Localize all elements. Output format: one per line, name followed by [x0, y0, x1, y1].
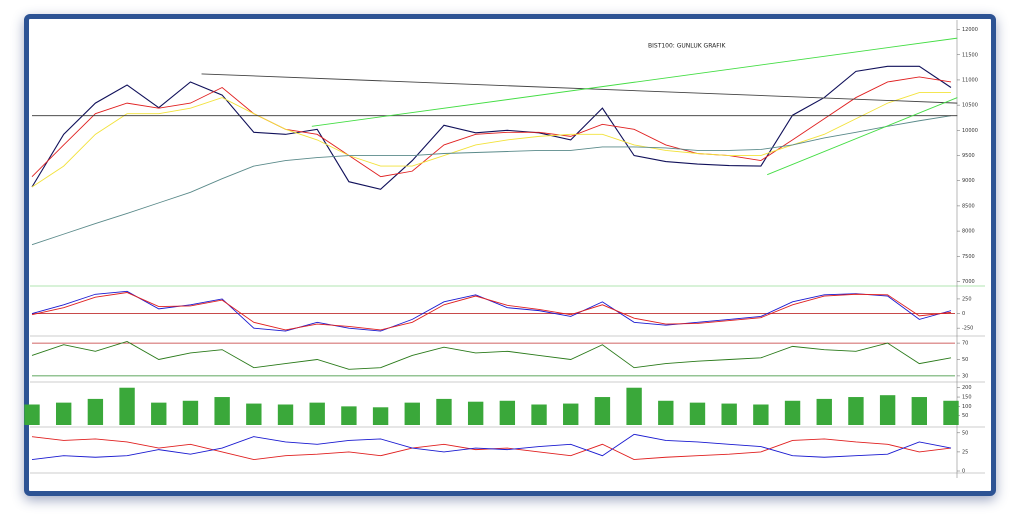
y-tick-label: 12000 — [962, 27, 978, 33]
volume-bar — [911, 397, 928, 425]
y-tick-label: 10000 — [962, 128, 978, 134]
series-line — [31, 433, 952, 460]
y-tick-label: 250 — [962, 296, 972, 302]
volume-bar — [531, 404, 547, 425]
y-tick-label: 7000 — [962, 279, 975, 285]
volume-bar — [309, 402, 325, 425]
volume-bar — [55, 402, 72, 425]
volume-bar — [721, 403, 737, 425]
volume-bar — [246, 403, 262, 425]
y-tick-label: 100 — [962, 404, 972, 410]
series-line — [31, 436, 952, 461]
series-line — [31, 115, 952, 246]
trend-line — [767, 97, 958, 176]
y-tick-label: 11500 — [962, 52, 978, 58]
y-tick-label: -250 — [962, 326, 973, 332]
y-tick-label: 11000 — [962, 77, 978, 83]
volume-bar — [499, 400, 516, 425]
y-tick-label: 200 — [962, 385, 972, 391]
y-tick-label: 7500 — [962, 254, 975, 260]
y-tick-label: 25 — [962, 449, 968, 455]
volume-bar — [119, 387, 135, 425]
volume-bar — [753, 404, 769, 425]
y-tick-label: 8000 — [962, 229, 975, 235]
volume-bar — [689, 402, 706, 425]
y-tick-label: 70 — [962, 341, 968, 347]
series-line — [31, 290, 952, 332]
volume-bar — [848, 397, 864, 425]
volume-bar — [594, 397, 611, 425]
series-line — [31, 76, 952, 178]
series-line — [31, 292, 952, 331]
volume-bar — [24, 404, 40, 425]
volume-bar — [182, 400, 199, 425]
y-tick-label: 9500 — [962, 153, 975, 159]
volume-bar — [404, 402, 420, 425]
volume-bar — [626, 387, 642, 425]
volume-bar — [151, 402, 167, 425]
y-tick-label: 150 — [962, 395, 972, 401]
volume-bar — [214, 397, 230, 425]
volume-bar — [563, 403, 579, 425]
y-tick-label: 10500 — [962, 103, 978, 109]
y-tick-label: 8500 — [962, 203, 975, 209]
trend-line — [201, 73, 958, 104]
trend-line — [311, 37, 958, 127]
volume-bar — [943, 400, 959, 425]
chart-title: BIST100: GUNLUK GRAFIK — [648, 43, 726, 50]
volume-bar — [372, 407, 389, 425]
y-tick-label: 0 — [962, 311, 965, 317]
volume-bar — [467, 401, 484, 425]
volume-bar — [879, 395, 896, 425]
series-line — [31, 340, 952, 370]
volume-bar — [658, 400, 674, 425]
y-tick-label: 50 — [962, 357, 968, 363]
volume-bar — [87, 398, 104, 425]
y-tick-label: 50 — [962, 430, 968, 436]
volume-bar — [277, 404, 294, 425]
series-line — [31, 92, 951, 188]
y-tick-label: 30 — [962, 373, 968, 379]
y-tick-label: 9000 — [962, 178, 975, 184]
volume-bar — [784, 400, 801, 425]
volume-bar — [816, 398, 832, 425]
series-line — [31, 65, 952, 190]
y-tick-label: 0 — [962, 469, 965, 475]
volume-bar — [341, 406, 357, 425]
y-tick-label: 50 — [962, 413, 968, 419]
volume-bar — [436, 398, 452, 425]
